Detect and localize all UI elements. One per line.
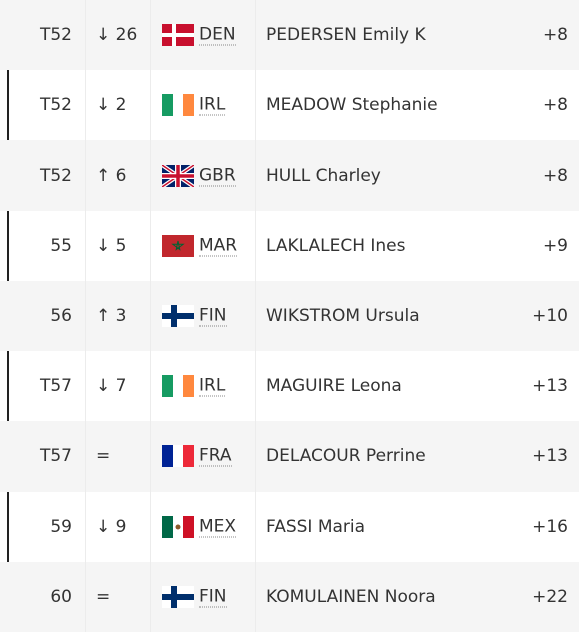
column-separator: [85, 0, 86, 71]
player-name: MEADOW Stephanie: [266, 95, 438, 116]
score: +10: [532, 305, 568, 326]
country-code: FIN: [199, 586, 227, 608]
position: 59: [50, 516, 72, 537]
country-code: MEX: [199, 516, 237, 538]
movement: =: [96, 586, 111, 607]
position: T52: [39, 95, 72, 116]
movement: ↓ 7: [96, 376, 127, 397]
flag: [162, 94, 194, 117]
leaderboard-row: 59 ↓ 9 MEX FASSI Maria +16: [0, 491, 579, 562]
movement: ↓ 5: [96, 235, 127, 256]
column-separator: [150, 210, 151, 281]
position: 56: [50, 305, 72, 326]
player-name: FASSI Maria: [266, 516, 366, 537]
column-separator: [150, 351, 151, 422]
movement: ↓ 26: [96, 25, 138, 46]
country-code: FRA: [199, 445, 232, 467]
score: +13: [532, 376, 568, 397]
leaderboard-row: 60 = FIN KOMULAINEN Noora +22: [0, 561, 579, 632]
flag: [162, 24, 194, 47]
flag: [162, 234, 194, 257]
column-separator: [150, 140, 151, 211]
column-separator: [255, 561, 256, 632]
column-separator: [150, 0, 151, 71]
player-name: MAGUIRE Leona: [266, 376, 402, 397]
movement: ↓ 2: [96, 95, 127, 116]
score: +8: [542, 165, 568, 186]
column-separator: [255, 70, 256, 141]
country-code: FIN: [199, 305, 227, 327]
column-separator: [85, 210, 86, 281]
country-code: IRL: [199, 375, 226, 397]
position: T57: [39, 376, 72, 397]
column-separator: [255, 351, 256, 422]
leaderboard-row: 55 ↓ 5 MAR LAKLALECH Ines +9: [0, 210, 579, 282]
country-code: DEN: [199, 24, 236, 46]
score: +22: [532, 586, 568, 607]
movement: ↑ 3: [96, 305, 127, 326]
column-separator: [255, 140, 256, 211]
column-separator: [85, 351, 86, 422]
column-separator: [85, 491, 86, 562]
column-separator: [85, 280, 86, 352]
player-name: HULL Charley: [266, 165, 381, 186]
column-separator: [150, 491, 151, 562]
column-separator: [85, 421, 86, 492]
score: +8: [542, 95, 568, 116]
player-name: WIKSTROM Ursula: [266, 305, 420, 326]
flag: [162, 164, 194, 187]
flag: [162, 585, 194, 608]
column-separator: [255, 210, 256, 281]
movement: =: [96, 446, 111, 467]
column-separator: [150, 70, 151, 141]
score: +8: [542, 25, 568, 46]
column-separator: [255, 280, 256, 352]
leaderboard-row: T52 ↓ 2 IRL MEADOW Stephanie +8: [0, 70, 579, 141]
player-name: KOMULAINEN Noora: [266, 586, 436, 607]
column-separator: [150, 561, 151, 632]
score: +9: [542, 235, 568, 256]
leaderboard-row: T57 ↓ 7 IRL MAGUIRE Leona +13: [0, 351, 579, 422]
flag: [162, 375, 194, 398]
country-code: IRL: [199, 94, 226, 116]
movement: ↑ 6: [96, 165, 127, 186]
player-name: LAKLALECH Ines: [266, 235, 406, 256]
position: T57: [39, 446, 72, 467]
column-separator: [85, 140, 86, 211]
flag: [162, 515, 194, 538]
leaderboard-row: 56 ↑ 3 FIN WIKSTROM Ursula +10: [0, 280, 579, 352]
country-code: GBR: [199, 165, 236, 187]
flag: [162, 304, 194, 327]
position: T52: [39, 25, 72, 46]
position: 55: [50, 235, 72, 256]
column-separator: [150, 421, 151, 492]
leaderboard-row: T52 ↑ 6 GBR HULL Charley +8: [0, 140, 579, 211]
column-separator: [255, 491, 256, 562]
column-separator: [255, 421, 256, 492]
movement: ↓ 9: [96, 516, 127, 537]
column-separator: [255, 0, 256, 71]
score: +13: [532, 446, 568, 467]
player-name: PEDERSEN Emily K: [266, 25, 426, 46]
score: +16: [532, 516, 568, 537]
player-name: DELACOUR Perrine: [266, 446, 426, 467]
column-separator: [85, 561, 86, 632]
column-separator: [85, 70, 86, 141]
leaderboard-row: T57 = FRA DELACOUR Perrine +13: [0, 421, 579, 492]
country-code: MAR: [199, 235, 238, 257]
column-separator: [150, 280, 151, 352]
leaderboard-row: T52 ↓ 26 DEN PEDERSEN Emily K +8: [0, 0, 579, 71]
flag: [162, 445, 194, 468]
position: 60: [50, 586, 72, 607]
position: T52: [39, 165, 72, 186]
